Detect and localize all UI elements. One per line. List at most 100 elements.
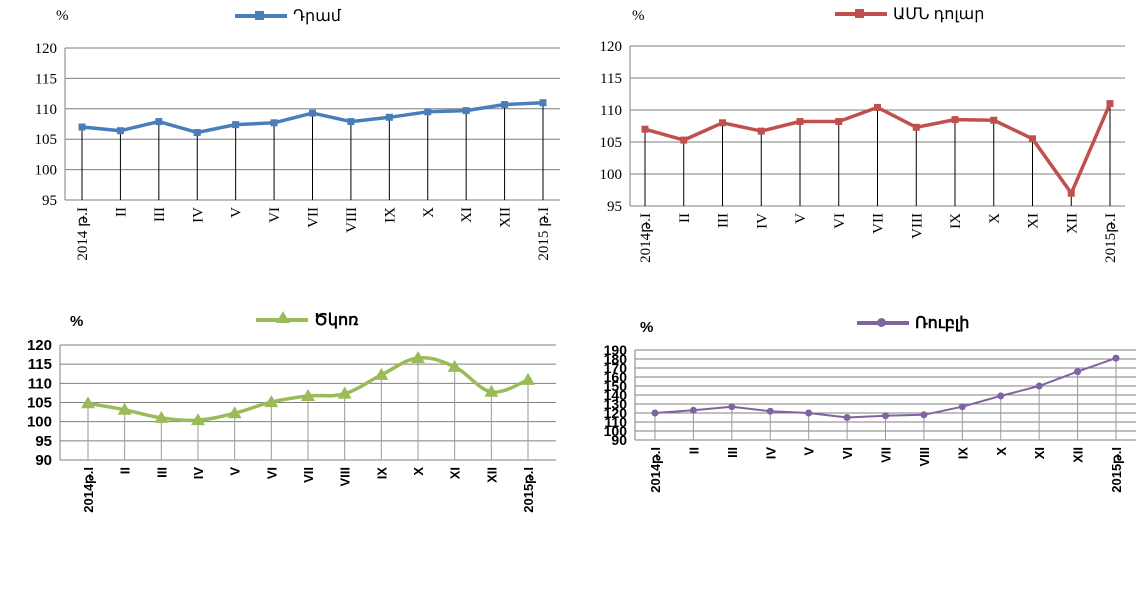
data-point — [116, 127, 124, 135]
y-tick-label: 160 — [604, 369, 628, 385]
data-point — [521, 372, 535, 385]
legend-swatch — [256, 311, 308, 323]
data-point — [805, 409, 813, 417]
y-tick-label: 95 — [35, 433, 52, 450]
y-tick-label: 95 — [607, 199, 622, 215]
data-point — [882, 412, 889, 420]
legend: Ռուբլի — [857, 313, 969, 333]
data-point — [117, 402, 132, 415]
data-point — [270, 119, 278, 127]
legend-marker — [877, 318, 886, 327]
y-tick-label: 120 — [604, 405, 628, 421]
data-point — [1074, 368, 1082, 376]
legend: Ծկոռ — [256, 310, 358, 330]
data-point — [719, 119, 726, 127]
data-point — [347, 118, 355, 126]
y-tick-label: 150 — [604, 378, 628, 394]
x-tick-label: 2015թ.I — [1103, 213, 1119, 263]
data-point — [232, 121, 240, 129]
x-tick-label: VII — [306, 207, 322, 228]
legend: ԱՄՆ դոլար — [835, 4, 984, 24]
legend-swatch — [235, 11, 287, 20]
x-tick-label: 2015թ.I — [521, 467, 536, 513]
legend-label: Ծկոռ — [314, 312, 359, 329]
legend-label: Դրամ — [293, 8, 341, 25]
data-point — [193, 129, 201, 137]
data-point — [501, 101, 509, 109]
data-point — [264, 395, 279, 408]
chart-yuan: 90 95 100 105 110 115 120 2014թ.I II III IV V VI VII V… — [0, 300, 570, 613]
data-point — [757, 127, 765, 135]
legend: Դրամ — [235, 6, 341, 26]
data-point — [958, 403, 966, 411]
y-tick-label: 115 — [28, 356, 52, 373]
x-tick-label: VIII — [338, 467, 353, 487]
x-tick-label: III — [152, 207, 168, 222]
data-point — [651, 409, 659, 417]
x-tick-label: III — [716, 213, 732, 228]
data-point — [462, 107, 470, 115]
data-point — [191, 413, 205, 426]
x-tick-label: X — [987, 213, 1003, 224]
data-point — [81, 396, 95, 409]
data-point — [766, 407, 774, 415]
data-point — [154, 410, 169, 423]
x-tick-label: VI — [264, 467, 279, 479]
x-tick-label: VI — [267, 207, 283, 223]
y-tick-label: 100 — [604, 423, 628, 439]
data-point — [1035, 382, 1043, 390]
legend-swatch — [835, 9, 887, 18]
y-tick-label: 95 — [42, 193, 57, 209]
legend-swatch — [857, 318, 909, 327]
y-tick-label: 180 — [604, 351, 628, 367]
legend-marker — [855, 9, 864, 18]
x-tick-label: VIII — [917, 447, 932, 467]
legend-marker — [276, 311, 290, 323]
y-tick-label: 100 — [600, 167, 623, 183]
x-tick-label: VII — [879, 447, 894, 463]
data-point — [301, 388, 315, 401]
x-tick-label: II — [686, 447, 701, 454]
data-point — [689, 406, 697, 414]
x-tick-label: V — [229, 207, 245, 218]
x-tick-label: III — [154, 467, 169, 478]
x-tick-label: VI — [832, 213, 848, 229]
data-point — [951, 116, 959, 124]
y-tick-label: 110 — [35, 102, 57, 118]
unit-label: % — [640, 319, 654, 336]
y-tick-label: 110 — [28, 375, 52, 392]
series-line — [654, 357, 1117, 419]
data-point — [374, 367, 389, 380]
y-tick-label: 130 — [604, 396, 628, 412]
x-tick-label: IV — [763, 447, 778, 460]
y-tick-label: 105 — [27, 395, 52, 412]
x-tick-label: XI — [1026, 213, 1042, 229]
x-tick-label: X — [411, 467, 426, 476]
y-tick-label: 105 — [35, 132, 58, 148]
y-tick-label: 115 — [35, 71, 57, 87]
x-tick-label: V — [228, 467, 243, 476]
y-tick-label: 170 — [604, 360, 628, 376]
y-tick-label: 120 — [35, 41, 58, 57]
x-tick-label: V — [793, 213, 809, 224]
x-tick-label: XI — [459, 207, 475, 223]
x-tick-label: 2014թ.I — [638, 213, 654, 263]
x-tick-label: XII — [484, 467, 499, 483]
data-point — [1067, 189, 1075, 197]
data-point — [920, 411, 928, 419]
x-tick-label: 2014թ.I — [648, 447, 663, 493]
data-point — [874, 103, 881, 111]
x-tick-label: VIII — [344, 207, 360, 233]
x-tick-label: II — [113, 207, 129, 217]
x-tick-label: VII — [301, 467, 316, 483]
chart-usd: 95 100 105 110 115 120 2014թ.I II III IV V VI VII VII… — [570, 0, 1139, 300]
x-tick-label: XI — [448, 467, 463, 479]
data-point — [912, 123, 920, 131]
y-tick-label: 190 — [604, 342, 628, 358]
x-tick-label: X — [994, 447, 1009, 456]
x-tick-label: IX — [374, 467, 389, 480]
x-tick-label: XII — [1071, 447, 1086, 463]
